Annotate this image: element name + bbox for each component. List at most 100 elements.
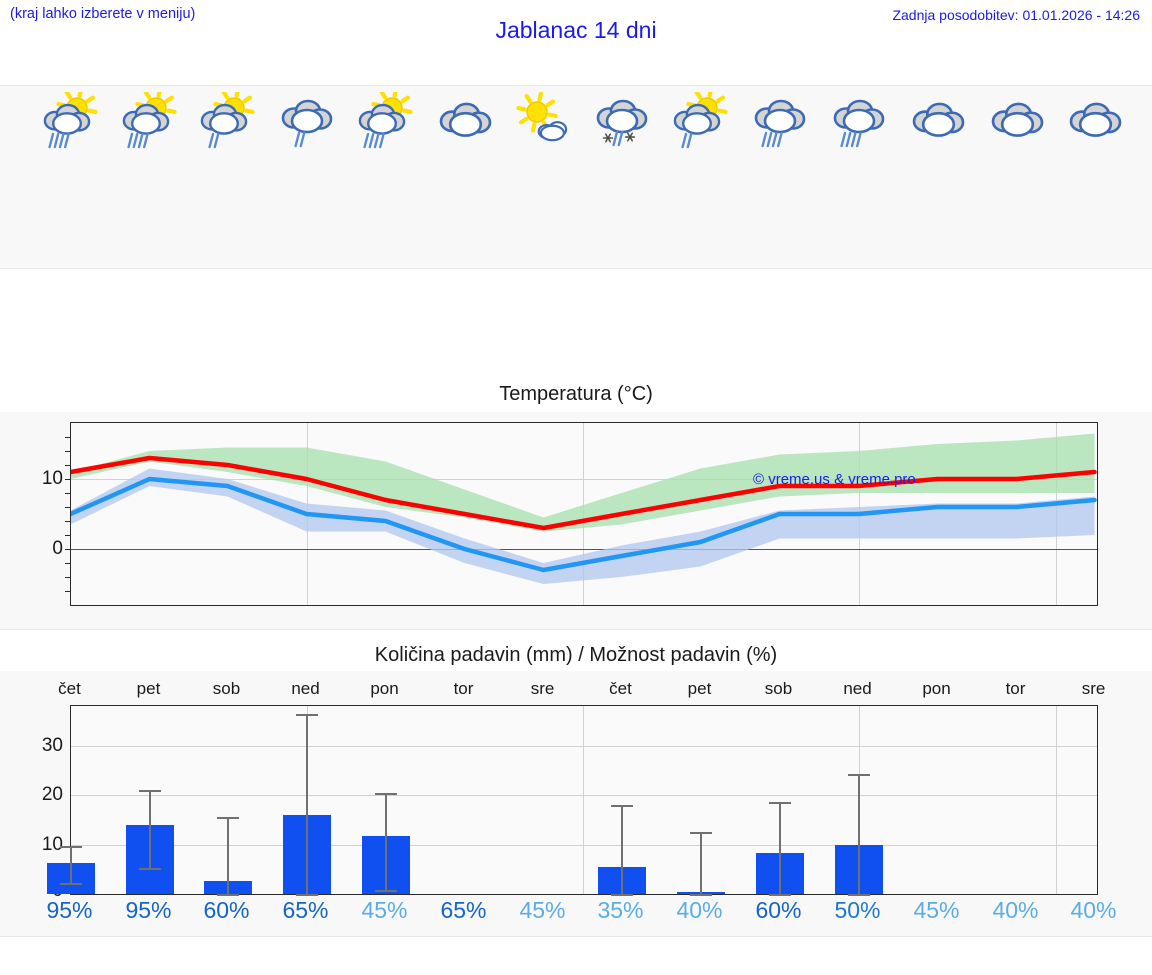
forecast-day-column[interactable] (660, 86, 739, 152)
precipitation-day-label: sre (1081, 679, 1106, 698)
forecast-day-column[interactable] (897, 86, 976, 152)
sun-cloud-rain-light-icon (187, 90, 266, 152)
horizontal-gridline (71, 746, 1097, 747)
forecast-day-column[interactable] (581, 86, 660, 152)
error-bar-line (858, 774, 860, 894)
cloud-rain-icon (818, 90, 897, 152)
precipitation-probability: 60% (203, 897, 250, 923)
error-bar-cap-lower (611, 894, 633, 896)
error-bar-cap-lower (139, 868, 161, 870)
error-bar-cap-lower (848, 894, 870, 896)
error-bar-cap-lower (296, 894, 318, 896)
error-bar-cap-upper (60, 846, 82, 848)
forecast-day-column[interactable] (424, 86, 503, 152)
error-bar-cap-lower (769, 894, 791, 896)
precipitation-chart-title: Količina padavin (mm) / Možnost padavin … (0, 640, 1152, 671)
page-header: (kraj lahko izberete v meniju) Jablanac … (0, 0, 1152, 62)
precipitation-day-label: sob (212, 679, 241, 698)
y-axis-label: 20 (41, 784, 63, 805)
error-bar-line (385, 793, 387, 890)
zero-line (71, 549, 1097, 550)
error-bar-line (149, 790, 151, 869)
precipitation-probability: 35% (597, 897, 644, 923)
y-axis-label: 10 (41, 834, 63, 855)
precipitation-day-label: pet (136, 679, 161, 698)
precipitation-probability: 40% (992, 897, 1039, 923)
temperature-series-graphic (71, 433, 1097, 584)
precipitation-probability: 95% (46, 897, 93, 923)
forecast-day-column[interactable] (739, 86, 818, 152)
error-bar-cap-upper (296, 714, 318, 716)
y-axis-label: 30 (41, 735, 63, 756)
precipitation-day-label: ned (291, 679, 320, 698)
sun-cloud-rain-icon (30, 90, 109, 152)
precipitation-probability: 60% (755, 897, 802, 923)
precipitation-probability: 45% (361, 897, 408, 923)
forecast-day-column[interactable] (818, 86, 897, 152)
precipitation-probability: 40% (676, 897, 723, 923)
daily-forecast-strip (0, 85, 1152, 269)
precipitation-day-label: tor (453, 679, 474, 698)
error-bar-cap-lower (690, 894, 712, 896)
precipitation-day-label: pon (370, 679, 399, 698)
horizontal-gridline (71, 845, 1097, 846)
vertical-gridline (1056, 706, 1057, 894)
error-bar-line (621, 805, 623, 894)
cloud-rain-icon (739, 90, 818, 152)
error-bar-cap-upper (769, 802, 791, 804)
forecast-day-column[interactable] (1054, 86, 1133, 152)
y-axis-tick (65, 577, 71, 578)
precipitation-day-label: čet (609, 679, 632, 698)
sun-cloud-rain-icon (109, 90, 188, 152)
temperature-line (71, 455, 1097, 531)
error-bar-cap-lower (375, 890, 397, 892)
precipitation-day-label: čet (58, 679, 81, 698)
y-axis-tick (65, 451, 71, 452)
forecast-day-column[interactable] (187, 86, 266, 152)
precipitation-plot-area: 0102030 (42, 705, 1098, 901)
y-axis-tick (65, 479, 71, 480)
y-axis-label: 10 (41, 468, 63, 489)
error-bar-line (306, 714, 308, 894)
y-axis-tick (65, 563, 71, 564)
temperature-chart-panel: Temperatura (°C) 0 10 © vreme.us & vreme.p… (0, 378, 1152, 630)
forecast-day-column[interactable] (109, 86, 188, 152)
error-bar-cap-upper (375, 793, 397, 795)
precipitation-probability: 45% (519, 897, 566, 923)
forecast-day-column[interactable] (503, 86, 582, 152)
error-bar-cap-lower (217, 894, 239, 896)
sun-small-cloud-icon (503, 90, 582, 152)
forecast-day-column[interactable] (30, 86, 109, 152)
cloud-icon (976, 90, 1055, 152)
temperature-chart-title: Temperatura (°C) (0, 378, 1152, 412)
uncertainty-band (71, 433, 1095, 532)
cloud-sleet-icon (581, 90, 660, 152)
y-axis-tick (65, 507, 71, 508)
y-axis-tick (65, 465, 71, 466)
precipitation-day-label: sob (764, 679, 793, 698)
precipitation-day-label: pet (687, 679, 712, 698)
forecast-day-column[interactable] (345, 86, 424, 152)
precipitation-probability: 50% (834, 897, 881, 923)
forecast-day-column[interactable] (976, 86, 1055, 152)
error-bar-line (700, 832, 702, 894)
precipitation-day-label: tor (1005, 679, 1026, 698)
error-bar-cap-lower (60, 883, 82, 885)
precipitation-day-label: ned (843, 679, 872, 698)
horizontal-gridline (71, 795, 1097, 796)
y-axis-tick (65, 549, 71, 550)
copyright-notice: © vreme.us & vreme.pro (753, 471, 916, 488)
error-bar-line (70, 846, 72, 884)
temperature-line (71, 476, 1097, 573)
last-updated: Zadnja posodobitev: 01.01.2026 - 14:26 (892, 7, 1140, 23)
horizontal-gridline (71, 479, 1097, 480)
error-bar-cap-upper (690, 832, 712, 834)
precipitation-probability: 65% (440, 897, 487, 923)
forecast-day-column[interactable] (266, 86, 345, 152)
error-bar-line (779, 802, 781, 894)
y-axis-tick (65, 535, 71, 536)
precipitation-probability: 65% (282, 897, 329, 923)
precipitation-probability: 45% (913, 897, 960, 923)
cloud-icon (1054, 90, 1133, 152)
